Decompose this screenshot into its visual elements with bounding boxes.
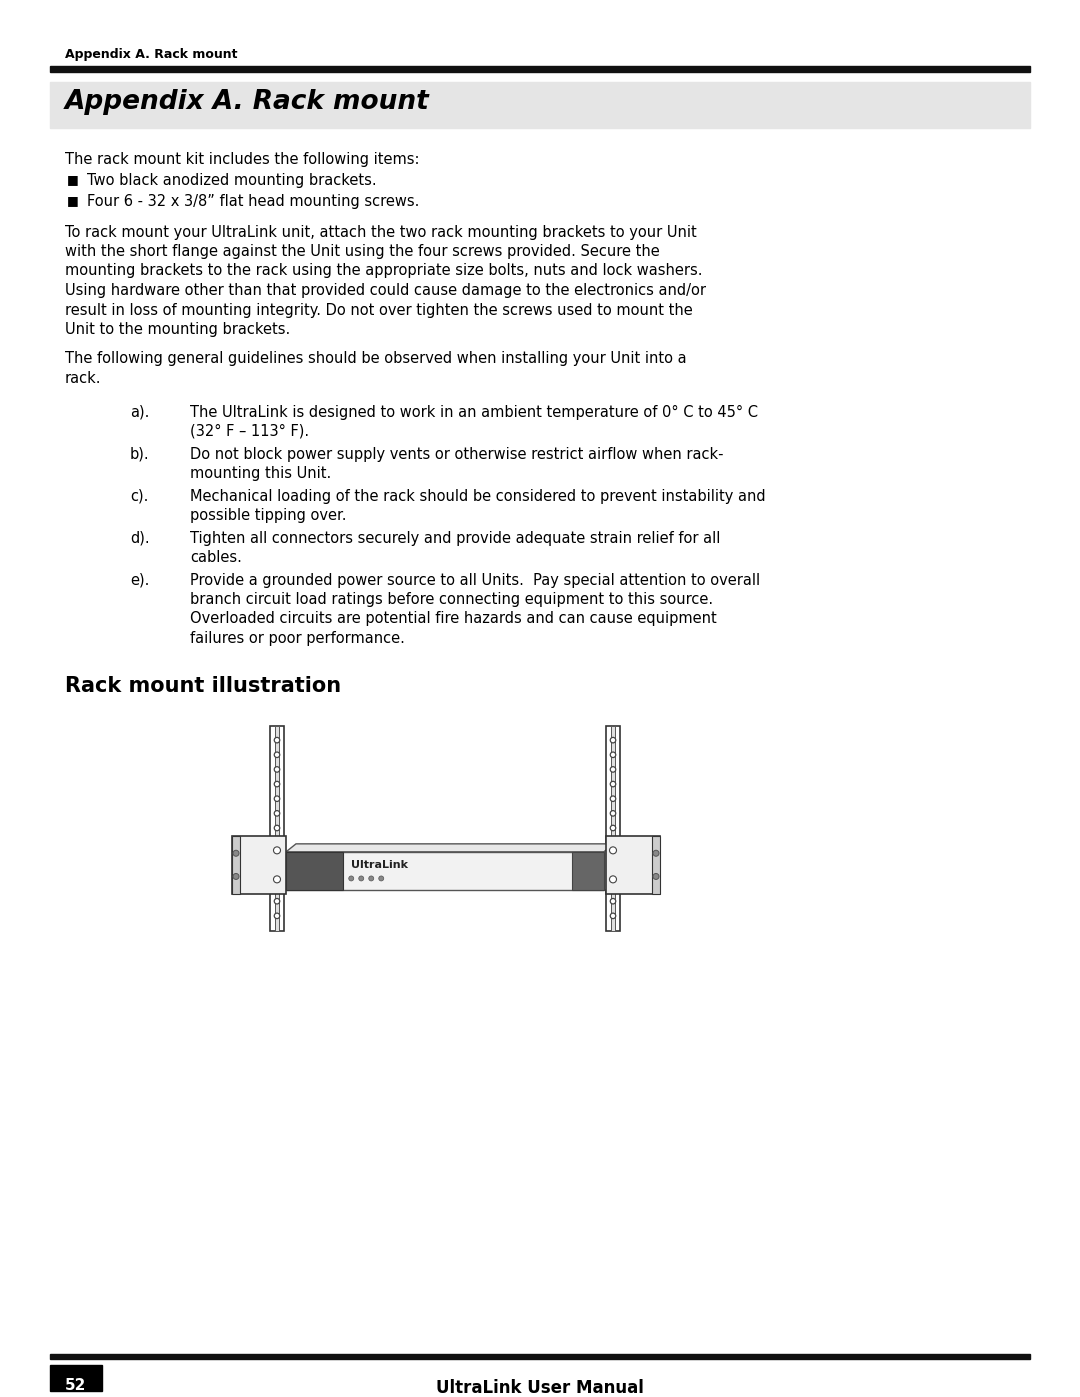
Text: To rack mount your UltraLink unit, attach the two rack mounting brackets to your: To rack mount your UltraLink unit, attac… [65,225,697,239]
Circle shape [349,876,354,882]
Circle shape [274,898,280,904]
Circle shape [610,914,616,919]
Circle shape [274,884,280,890]
Text: a).: a). [130,405,149,419]
Bar [611,725,615,930]
Text: result in loss of mounting integrity. Do not over tighten the screws used to mou: result in loss of mounting integrity. Do… [65,303,692,317]
Text: Provide a grounded power source to all Units.  Pay special attention to overall: Provide a grounded power source to all U… [190,573,760,588]
Circle shape [610,767,616,773]
Circle shape [233,851,239,856]
Circle shape [274,796,280,802]
Circle shape [610,796,616,802]
Circle shape [274,914,280,919]
Text: The rack mount kit includes the following items:: The rack mount kit includes the followin… [65,152,419,168]
Text: failures or poor performance.: failures or poor performance. [190,631,405,645]
Text: (32° F – 113° F).: (32° F – 113° F). [190,425,309,439]
Text: mounting this Unit.: mounting this Unit. [190,467,332,481]
Circle shape [274,826,280,831]
Circle shape [653,873,659,880]
Bar [606,725,620,930]
Circle shape [273,876,281,883]
Text: Appendix A. Rack mount: Appendix A. Rack mount [65,89,430,115]
Circle shape [653,851,659,856]
Bar [572,852,604,890]
Circle shape [609,876,617,883]
Text: Overloaded circuits are potential fire hazards and can cause equipment: Overloaded circuits are potential fire h… [190,612,717,626]
Text: rack.: rack. [65,372,102,386]
Circle shape [610,869,616,875]
Text: Mechanical loading of the rack should be considered to prevent instability and: Mechanical loading of the rack should be… [190,489,766,503]
Bar [232,835,240,894]
Polygon shape [286,844,615,852]
Circle shape [274,767,280,773]
Text: Tighten all connectors securely and provide adequate strain relief for all: Tighten all connectors securely and prov… [190,531,720,545]
Text: c).: c). [130,489,148,503]
Circle shape [274,869,280,875]
Circle shape [609,847,617,854]
Circle shape [274,738,280,743]
Text: Unit to the mounting brackets.: Unit to the mounting brackets. [65,321,291,337]
Circle shape [610,855,616,861]
Text: Rack mount illustration: Rack mount illustration [65,676,341,696]
Circle shape [610,738,616,743]
Text: possible tipping over.: possible tipping over. [190,509,347,522]
Circle shape [610,810,616,816]
Circle shape [233,873,239,880]
Circle shape [610,840,616,845]
Text: Do not block power supply vents or otherwise restrict airflow when rack-: Do not block power supply vents or other… [190,447,724,461]
Circle shape [274,855,280,861]
Text: 52: 52 [65,1377,86,1393]
Circle shape [273,847,281,854]
Bar [50,1365,102,1391]
Circle shape [274,840,280,845]
Bar [606,835,660,894]
Bar [50,1354,1030,1359]
Circle shape [610,884,616,890]
Text: ■: ■ [67,173,79,187]
Text: cables.: cables. [190,550,242,564]
Circle shape [368,876,374,882]
Circle shape [610,781,616,787]
Text: branch circuit load ratings before connecting equipment to this source.: branch circuit load ratings before conne… [190,592,713,608]
Bar [286,852,343,890]
Text: The following general guidelines should be observed when installing your Unit in: The following general guidelines should … [65,352,687,366]
Bar [652,835,660,894]
Bar [232,835,286,894]
Text: d).: d). [130,531,150,545]
Text: e).: e). [130,573,149,588]
Text: mounting brackets to the rack using the appropriate size bolts, nuts and lock wa: mounting brackets to the rack using the … [65,264,702,278]
Text: b).: b). [130,447,150,461]
Circle shape [610,898,616,904]
Text: ■: ■ [67,194,79,207]
Text: Four 6 - 32 x 3/8” flat head mounting screws.: Four 6 - 32 x 3/8” flat head mounting sc… [87,194,419,210]
Bar [50,82,1030,129]
Bar [270,725,284,930]
Circle shape [610,826,616,831]
Text: UltraLink: UltraLink [351,861,408,870]
Circle shape [359,876,364,882]
Bar [286,852,604,890]
Text: with the short flange against the Unit using the four screws provided. Secure th: with the short flange against the Unit u… [65,244,660,258]
Circle shape [379,876,383,882]
Text: The UltraLink is designed to work in an ambient temperature of 0° C to 45° C: The UltraLink is designed to work in an … [190,405,758,419]
Text: Appendix A. Rack mount: Appendix A. Rack mount [65,47,238,61]
Text: Using hardware other than that provided could cause damage to the electronics an: Using hardware other than that provided … [65,284,706,298]
Circle shape [274,810,280,816]
Text: Two black anodized mounting brackets.: Two black anodized mounting brackets. [87,173,377,189]
Bar [275,725,279,930]
Circle shape [274,752,280,757]
Circle shape [610,752,616,757]
Text: UltraLink User Manual: UltraLink User Manual [436,1379,644,1397]
Circle shape [274,781,280,787]
Polygon shape [604,844,615,890]
Bar [50,66,1030,73]
